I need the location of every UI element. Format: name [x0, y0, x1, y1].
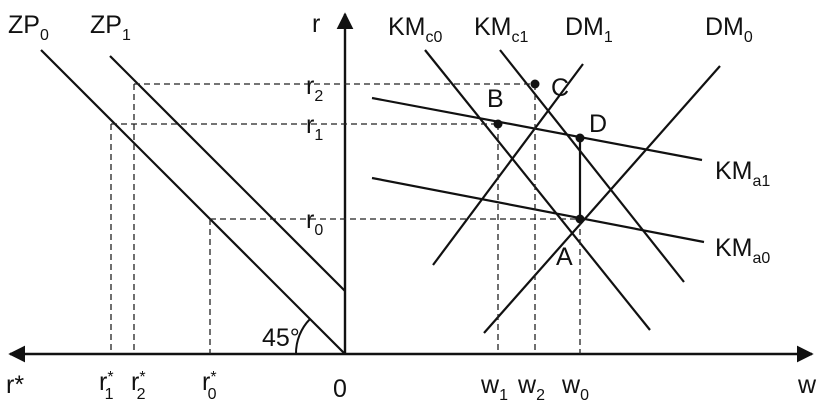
point-c-dot	[530, 79, 540, 89]
origin-label: 0	[333, 375, 347, 403]
kma0-label: KMa0	[715, 234, 770, 267]
angle-arc	[294, 318, 311, 355]
dm0-line	[483, 65, 721, 334]
w2-label: w2	[517, 371, 545, 404]
rstar1-label: r* 1	[99, 368, 114, 403]
angle-label: 45°	[262, 324, 300, 352]
r-axis-label: r	[312, 10, 320, 38]
point-d-label: D	[589, 110, 607, 138]
point-c-label: C	[551, 74, 569, 102]
dm0-label: DM0	[705, 13, 753, 46]
w-axis-label: w	[797, 371, 817, 399]
kmc0-label: KMc0	[388, 13, 443, 46]
kma1-line	[371, 96, 703, 162]
point-b-label: B	[487, 85, 504, 113]
zp0-line	[40, 49, 346, 355]
r1-label: r1	[306, 111, 323, 144]
w1-label: w1	[480, 371, 508, 404]
point-d-dot	[575, 133, 585, 143]
dm1-line	[432, 63, 584, 266]
dm1-label: DM1	[565, 13, 613, 46]
kmc0-line	[424, 49, 651, 331]
kma0-line	[371, 176, 705, 244]
w0-label: w0	[561, 371, 589, 404]
kmc1-label: KMc1	[474, 13, 529, 46]
kma1-label: KMa1	[715, 157, 770, 190]
rstar2-label: r* 2	[131, 368, 146, 403]
r0-label: r0	[306, 206, 323, 239]
kmc1-line	[499, 49, 685, 283]
rstar0-label: r* 0	[202, 368, 217, 403]
zp1-label: ZP1	[90, 11, 131, 44]
point-a-label: A	[556, 243, 573, 271]
point-a-dot	[575, 214, 585, 224]
rstar-axis-label: r*	[6, 371, 24, 399]
point-b-dot	[493, 119, 503, 129]
r2-label: r2	[306, 72, 323, 105]
zp1-line	[109, 55, 346, 292]
zp0-label: ZP0	[8, 11, 49, 44]
